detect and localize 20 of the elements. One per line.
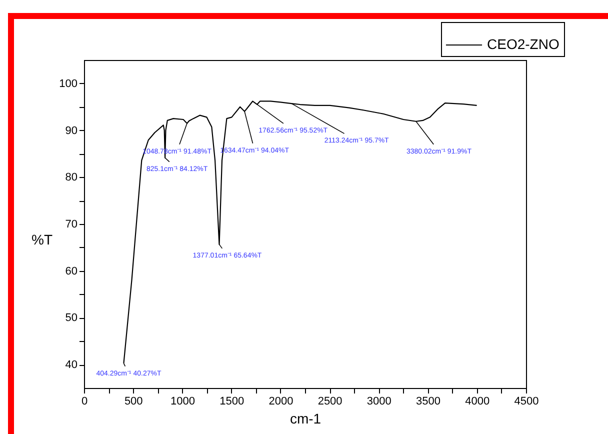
y-axis-title: %T xyxy=(32,232,53,248)
y-tick-label: 40 xyxy=(65,359,78,372)
y-tick-label: 50 xyxy=(65,312,78,324)
x-tick-label: 2500 xyxy=(318,396,342,408)
x-tick-label: 1500 xyxy=(220,396,244,408)
legend-label: CEO2-ZNO xyxy=(487,36,560,52)
y-tick-label: 70 xyxy=(65,218,78,230)
y-tick-label: 90 xyxy=(65,124,78,137)
x-tick-label: 2000 xyxy=(268,396,294,408)
x-tick-label: 0 xyxy=(81,396,88,408)
x-tick-label: 500 xyxy=(124,396,143,408)
x-tick-label: 3500 xyxy=(416,396,441,408)
y-tick-label: 100 xyxy=(59,78,78,90)
x-tick-label: 3000 xyxy=(366,396,392,408)
y-tick-label: 60 xyxy=(65,265,78,278)
x-tick-label: 4500 xyxy=(514,396,539,408)
x-tick-label: 4000 xyxy=(465,396,490,408)
x-tick-label: 1000 xyxy=(170,396,195,408)
x-axis-title: cm-1 xyxy=(290,410,322,426)
y-tick-label: 80 xyxy=(65,172,78,184)
